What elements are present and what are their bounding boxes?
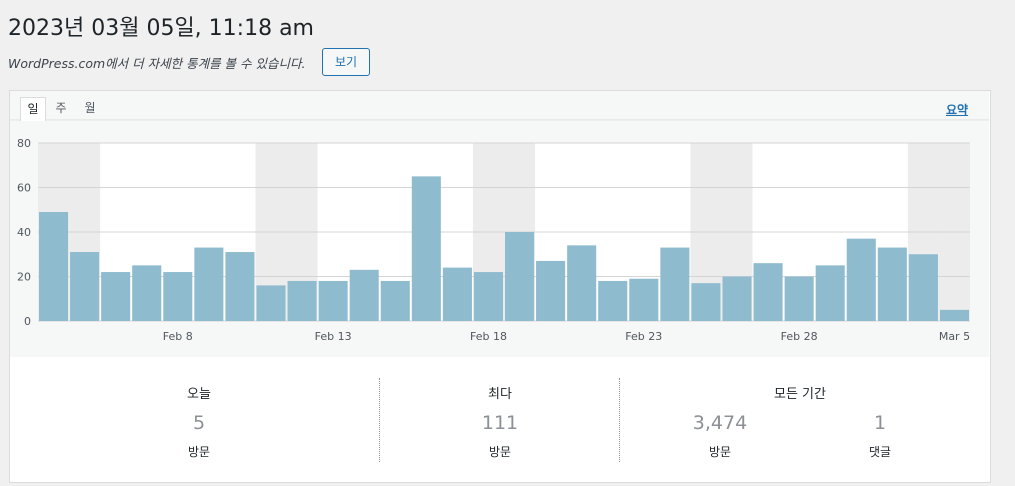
summary-link[interactable]: 요약 [946,103,969,117]
bar [567,245,597,321]
y-tick-label: 20 [17,271,31,284]
bar [163,272,193,321]
x-tick-label: Mar 5 [939,330,970,343]
stat-unit: 방문 [187,445,211,459]
bar [132,265,162,321]
bar [629,278,659,321]
stat-unit: 방문 [488,445,512,459]
stat-value: 5 [192,412,206,434]
y-tick-label: 80 [17,137,31,150]
page-title: 2023년 03월 05일, 11:18 am [8,16,314,41]
bar [505,232,535,321]
bar [256,285,286,321]
bar [442,267,472,321]
y-tick-label: 60 [17,182,31,195]
divider [619,378,620,462]
bar [536,260,566,321]
stat-value: 3,474 [692,412,748,434]
bar [598,280,628,321]
stat-label: 오늘 [187,387,211,402]
stat-value: 111 [481,412,519,434]
bar [846,238,876,321]
stat-unit: 댓글 [868,445,892,459]
bar [380,280,410,321]
bar [877,247,907,321]
bar [722,276,752,321]
tab-bar [10,91,989,120]
bar [101,272,131,321]
divider [379,378,380,462]
bar [939,309,969,321]
tab-month[interactable]: 월 [84,101,96,115]
bar [753,263,783,321]
y-tick-label: 40 [17,226,31,239]
bar [318,280,348,321]
bar [225,252,255,321]
bar [287,280,317,321]
bar [660,247,690,321]
tab-day[interactable]: 일 [20,97,46,121]
stat-label: 모든 기간 [774,387,826,402]
bar [691,283,721,321]
subtitle: WordPress.com에서 더 자세한 통계를 볼 수 있습니다. [8,56,306,71]
stat-label: 최다 [488,387,512,402]
bar [411,176,441,321]
x-tick-label: Feb 23 [625,330,662,343]
bar [815,265,845,321]
x-tick-label: Feb 28 [781,330,818,343]
x-tick-label: Feb 8 [163,330,193,343]
bar [194,247,224,321]
stat-unit: 방문 [708,445,732,459]
bar [784,276,814,321]
bar [473,272,503,321]
y-tick-label: 0 [24,315,31,328]
view-button[interactable]: 보기 [322,48,370,76]
stat-value: 1 [873,412,887,434]
bar [349,269,379,321]
bar [70,252,100,321]
bar [39,211,69,321]
bar [908,254,938,321]
tab-week[interactable]: 주 [55,101,67,115]
x-tick-label: Feb 18 [470,330,507,343]
x-tick-label: Feb 13 [315,330,352,343]
